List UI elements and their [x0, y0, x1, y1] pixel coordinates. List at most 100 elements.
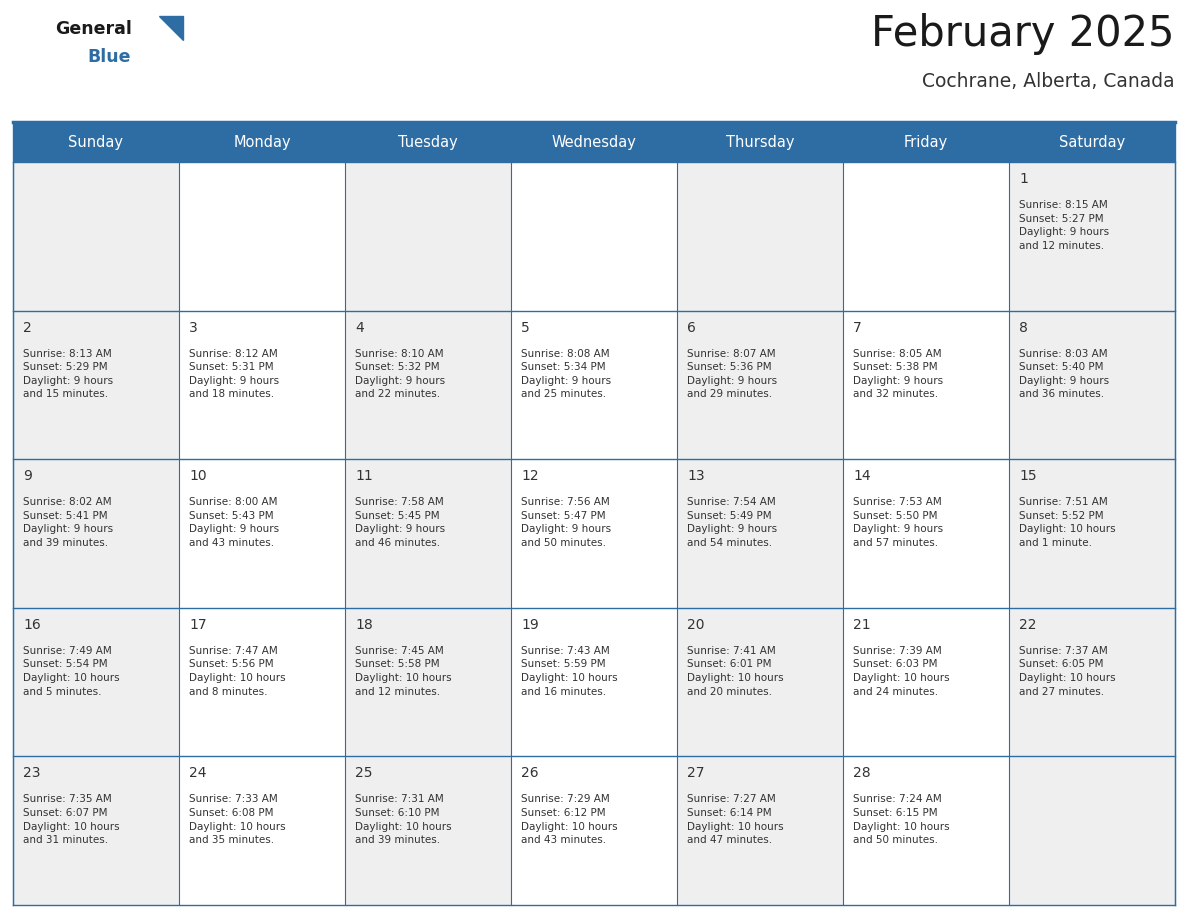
- Text: Sunday: Sunday: [69, 135, 124, 150]
- Bar: [345, 310, 511, 459]
- Text: 28: 28: [853, 767, 871, 780]
- Text: 6: 6: [687, 320, 696, 334]
- Text: Sunrise: 7:54 AM
Sunset: 5:49 PM
Daylight: 9 hours
and 54 minutes.: Sunrise: 7:54 AM Sunset: 5:49 PM Dayligh…: [687, 498, 777, 548]
- Text: Sunrise: 7:39 AM
Sunset: 6:03 PM
Daylight: 10 hours
and 24 minutes.: Sunrise: 7:39 AM Sunset: 6:03 PM Dayligh…: [853, 645, 949, 697]
- Bar: [677, 310, 843, 459]
- Text: Sunrise: 7:37 AM
Sunset: 6:05 PM
Daylight: 10 hours
and 27 minutes.: Sunrise: 7:37 AM Sunset: 6:05 PM Dayligh…: [1019, 645, 1116, 697]
- Text: 12: 12: [522, 469, 538, 483]
- Text: 2: 2: [23, 320, 32, 334]
- Text: Sunrise: 8:13 AM
Sunset: 5:29 PM
Daylight: 9 hours
and 15 minutes.: Sunrise: 8:13 AM Sunset: 5:29 PM Dayligh…: [23, 349, 113, 399]
- Text: General: General: [55, 20, 132, 38]
- Text: 13: 13: [687, 469, 704, 483]
- Text: Tuesday: Tuesday: [398, 135, 457, 150]
- Text: Sunrise: 8:12 AM
Sunset: 5:31 PM
Daylight: 9 hours
and 18 minutes.: Sunrise: 8:12 AM Sunset: 5:31 PM Dayligh…: [189, 349, 279, 399]
- Text: 17: 17: [189, 618, 207, 632]
- Text: 1: 1: [1019, 172, 1028, 186]
- Text: Sunrise: 7:35 AM
Sunset: 6:07 PM
Daylight: 10 hours
and 31 minutes.: Sunrise: 7:35 AM Sunset: 6:07 PM Dayligh…: [23, 794, 120, 845]
- Bar: [13, 608, 179, 756]
- Text: Sunrise: 7:56 AM
Sunset: 5:47 PM
Daylight: 9 hours
and 50 minutes.: Sunrise: 7:56 AM Sunset: 5:47 PM Dayligh…: [522, 498, 611, 548]
- Text: 10: 10: [189, 469, 207, 483]
- Text: Sunrise: 7:29 AM
Sunset: 6:12 PM
Daylight: 10 hours
and 43 minutes.: Sunrise: 7:29 AM Sunset: 6:12 PM Dayligh…: [522, 794, 618, 845]
- Text: Sunrise: 7:43 AM
Sunset: 5:59 PM
Daylight: 10 hours
and 16 minutes.: Sunrise: 7:43 AM Sunset: 5:59 PM Dayligh…: [522, 645, 618, 697]
- Text: 27: 27: [687, 767, 704, 780]
- Text: Blue: Blue: [87, 48, 131, 66]
- Bar: [843, 162, 1009, 310]
- Text: 15: 15: [1019, 469, 1037, 483]
- Text: Sunrise: 8:03 AM
Sunset: 5:40 PM
Daylight: 9 hours
and 36 minutes.: Sunrise: 8:03 AM Sunset: 5:40 PM Dayligh…: [1019, 349, 1110, 399]
- Bar: [511, 310, 677, 459]
- Text: 7: 7: [853, 320, 861, 334]
- Text: 3: 3: [189, 320, 197, 334]
- Text: 23: 23: [23, 767, 40, 780]
- Bar: [511, 162, 677, 310]
- Text: Sunrise: 7:53 AM
Sunset: 5:50 PM
Daylight: 9 hours
and 57 minutes.: Sunrise: 7:53 AM Sunset: 5:50 PM Dayligh…: [853, 498, 943, 548]
- Bar: [13, 756, 179, 905]
- Bar: [345, 162, 511, 310]
- Text: Monday: Monday: [233, 135, 291, 150]
- Text: Wednesday: Wednesday: [551, 135, 637, 150]
- Text: Sunrise: 8:07 AM
Sunset: 5:36 PM
Daylight: 9 hours
and 29 minutes.: Sunrise: 8:07 AM Sunset: 5:36 PM Dayligh…: [687, 349, 777, 399]
- Text: Sunrise: 7:45 AM
Sunset: 5:58 PM
Daylight: 10 hours
and 12 minutes.: Sunrise: 7:45 AM Sunset: 5:58 PM Dayligh…: [355, 645, 451, 697]
- Text: Sunrise: 8:02 AM
Sunset: 5:41 PM
Daylight: 9 hours
and 39 minutes.: Sunrise: 8:02 AM Sunset: 5:41 PM Dayligh…: [23, 498, 113, 548]
- Bar: [13, 459, 179, 608]
- Bar: [843, 310, 1009, 459]
- Bar: [1009, 756, 1175, 905]
- Bar: [511, 756, 677, 905]
- Bar: [179, 608, 345, 756]
- Text: 4: 4: [355, 320, 364, 334]
- Bar: [345, 459, 511, 608]
- Bar: [511, 459, 677, 608]
- Text: 25: 25: [355, 767, 373, 780]
- Text: 5: 5: [522, 320, 530, 334]
- Bar: [345, 608, 511, 756]
- Text: Sunrise: 8:15 AM
Sunset: 5:27 PM
Daylight: 9 hours
and 12 minutes.: Sunrise: 8:15 AM Sunset: 5:27 PM Dayligh…: [1019, 200, 1110, 251]
- Text: 26: 26: [522, 767, 538, 780]
- Text: Sunrise: 7:51 AM
Sunset: 5:52 PM
Daylight: 10 hours
and 1 minute.: Sunrise: 7:51 AM Sunset: 5:52 PM Dayligh…: [1019, 498, 1116, 548]
- Text: 18: 18: [355, 618, 373, 632]
- Text: Sunrise: 7:58 AM
Sunset: 5:45 PM
Daylight: 9 hours
and 46 minutes.: Sunrise: 7:58 AM Sunset: 5:45 PM Dayligh…: [355, 498, 446, 548]
- Bar: [677, 608, 843, 756]
- Bar: [179, 162, 345, 310]
- Bar: [843, 459, 1009, 608]
- Bar: [179, 756, 345, 905]
- Text: Thursday: Thursday: [726, 135, 795, 150]
- Text: February 2025: February 2025: [872, 13, 1175, 55]
- Bar: [677, 756, 843, 905]
- Bar: [179, 459, 345, 608]
- Text: 24: 24: [189, 767, 207, 780]
- Text: Friday: Friday: [904, 135, 948, 150]
- Text: Sunrise: 7:49 AM
Sunset: 5:54 PM
Daylight: 10 hours
and 5 minutes.: Sunrise: 7:49 AM Sunset: 5:54 PM Dayligh…: [23, 645, 120, 697]
- Text: Sunrise: 7:41 AM
Sunset: 6:01 PM
Daylight: 10 hours
and 20 minutes.: Sunrise: 7:41 AM Sunset: 6:01 PM Dayligh…: [687, 645, 784, 697]
- Text: 21: 21: [853, 618, 871, 632]
- Bar: [13, 310, 179, 459]
- Bar: [677, 162, 843, 310]
- Text: 16: 16: [23, 618, 40, 632]
- Bar: [13, 122, 1175, 162]
- Text: Sunrise: 7:47 AM
Sunset: 5:56 PM
Daylight: 10 hours
and 8 minutes.: Sunrise: 7:47 AM Sunset: 5:56 PM Dayligh…: [189, 645, 285, 697]
- Text: Sunrise: 7:27 AM
Sunset: 6:14 PM
Daylight: 10 hours
and 47 minutes.: Sunrise: 7:27 AM Sunset: 6:14 PM Dayligh…: [687, 794, 784, 845]
- Bar: [843, 756, 1009, 905]
- Bar: [677, 459, 843, 608]
- Bar: [345, 756, 511, 905]
- Text: 20: 20: [687, 618, 704, 632]
- Bar: [179, 310, 345, 459]
- Bar: [1009, 608, 1175, 756]
- Polygon shape: [159, 16, 183, 40]
- Text: 14: 14: [853, 469, 871, 483]
- Text: 19: 19: [522, 618, 538, 632]
- Bar: [511, 608, 677, 756]
- Text: Sunrise: 8:10 AM
Sunset: 5:32 PM
Daylight: 9 hours
and 22 minutes.: Sunrise: 8:10 AM Sunset: 5:32 PM Dayligh…: [355, 349, 446, 399]
- Text: 22: 22: [1019, 618, 1036, 632]
- Text: 8: 8: [1019, 320, 1028, 334]
- Bar: [1009, 459, 1175, 608]
- Text: 11: 11: [355, 469, 373, 483]
- Text: Cochrane, Alberta, Canada: Cochrane, Alberta, Canada: [922, 72, 1175, 91]
- Bar: [1009, 310, 1175, 459]
- Bar: [843, 608, 1009, 756]
- Bar: [13, 162, 179, 310]
- Bar: [1009, 162, 1175, 310]
- Text: Sunrise: 7:31 AM
Sunset: 6:10 PM
Daylight: 10 hours
and 39 minutes.: Sunrise: 7:31 AM Sunset: 6:10 PM Dayligh…: [355, 794, 451, 845]
- Text: Sunrise: 8:00 AM
Sunset: 5:43 PM
Daylight: 9 hours
and 43 minutes.: Sunrise: 8:00 AM Sunset: 5:43 PM Dayligh…: [189, 498, 279, 548]
- Text: Sunrise: 7:33 AM
Sunset: 6:08 PM
Daylight: 10 hours
and 35 minutes.: Sunrise: 7:33 AM Sunset: 6:08 PM Dayligh…: [189, 794, 285, 845]
- Text: 9: 9: [23, 469, 32, 483]
